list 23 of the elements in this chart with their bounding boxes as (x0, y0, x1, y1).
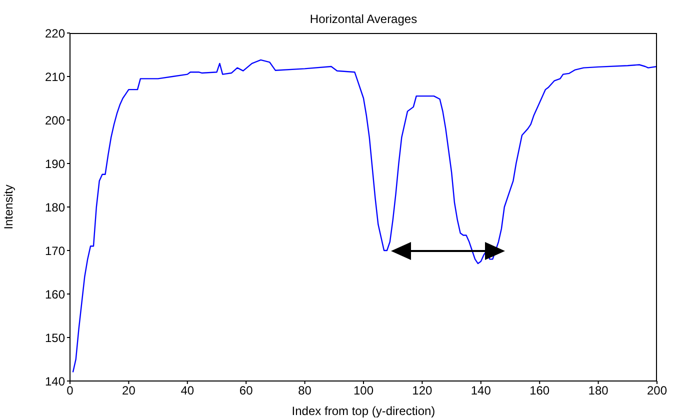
y-tick-label: 210 (44, 70, 66, 84)
x-tick-label: 0 (66, 384, 74, 398)
x-tick-label: 160 (530, 384, 550, 398)
x-tick-label: 20 (122, 384, 136, 398)
x-tick-label: 40 (180, 384, 194, 398)
x-tick-label: 80 (298, 384, 312, 398)
x-tick-label: 180 (588, 384, 609, 398)
y-tick-label: 160 (44, 287, 66, 302)
x-tick-label: 120 (412, 384, 433, 398)
x-tick-label: 60 (239, 384, 254, 398)
y-tick-label: 180 (44, 200, 66, 214)
y-tick-label: 150 (44, 330, 66, 345)
x-tick-label: 140 (470, 384, 492, 398)
y-tick-label: 190 (44, 156, 66, 171)
x-tick-label: 100 (353, 384, 374, 398)
chart-title: Horizontal Averages (308, 12, 418, 26)
y-tick-label: 200 (44, 113, 66, 128)
y-axis-title: Intensity (1, 184, 16, 230)
x-tick-label: 200 (646, 384, 668, 398)
y-tick-label: 170 (44, 244, 66, 258)
x-axis-title: Index from top (y-direction) (292, 404, 436, 418)
y-tick-label: 140 (44, 374, 66, 388)
y-tick-label: 220 (44, 26, 66, 40)
